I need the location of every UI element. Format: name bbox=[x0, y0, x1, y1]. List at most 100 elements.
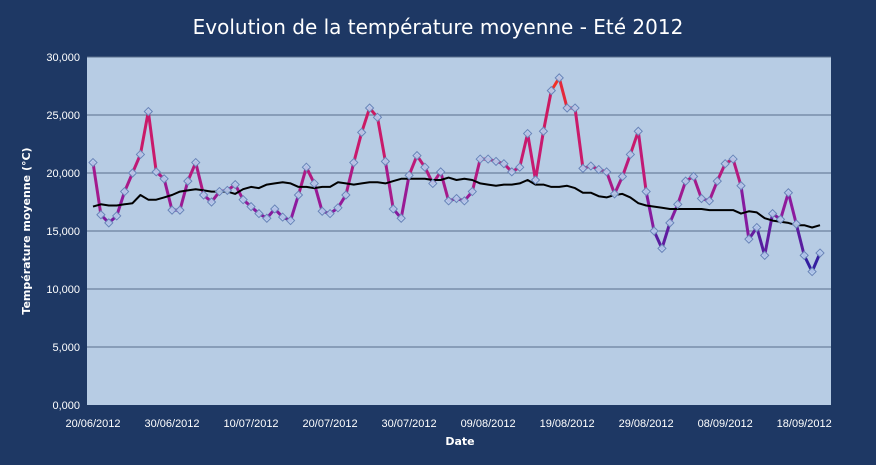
data-point bbox=[807, 266, 817, 277]
data-point bbox=[515, 162, 525, 172]
data-point bbox=[657, 243, 667, 254]
data-point bbox=[159, 174, 169, 184]
x-tick-label: 18/09/2012 bbox=[777, 418, 832, 430]
data-point bbox=[570, 103, 580, 113]
temperature-markers bbox=[88, 73, 825, 277]
temperature-line-segment bbox=[115, 190, 127, 218]
data-point bbox=[222, 185, 233, 196]
data-point bbox=[586, 161, 596, 171]
y-axis-label: Température moyenne (°C) bbox=[20, 147, 33, 314]
y-tick-label: 0,000 bbox=[52, 400, 80, 412]
temperature-line-segment bbox=[794, 222, 806, 257]
x-axis-ticks: 20/06/2012 30/06/2012 10/07/2012 20/07/2012… bbox=[65, 418, 831, 430]
y-tick-label: 30,000 bbox=[46, 52, 80, 64]
data-point bbox=[230, 179, 240, 190]
data-point bbox=[293, 190, 304, 200]
data-point bbox=[262, 213, 272, 223]
data-point bbox=[198, 190, 209, 200]
temperature-line-segment bbox=[383, 159, 395, 211]
data-point bbox=[151, 167, 161, 177]
data-point bbox=[554, 73, 564, 83]
temperature-line-segment bbox=[692, 174, 703, 201]
data-point bbox=[270, 204, 280, 214]
data-point bbox=[214, 186, 225, 197]
series-trend bbox=[92, 176, 821, 229]
temperature-line-segment bbox=[146, 110, 158, 174]
data-point bbox=[483, 154, 493, 164]
gridlines bbox=[87, 56, 831, 348]
data-point bbox=[562, 103, 572, 113]
data-point bbox=[641, 186, 651, 197]
data-point bbox=[783, 188, 794, 198]
data-point bbox=[538, 126, 549, 136]
data-point bbox=[491, 156, 501, 167]
data-point bbox=[475, 154, 485, 164]
temperature-line-segment bbox=[375, 115, 387, 163]
data-point bbox=[720, 159, 730, 169]
data-point bbox=[775, 214, 786, 225]
data-point bbox=[704, 196, 715, 206]
data-point bbox=[277, 212, 288, 222]
data-point bbox=[617, 171, 628, 182]
data-point bbox=[396, 213, 406, 223]
data-point bbox=[665, 218, 675, 228]
data-point bbox=[404, 170, 414, 181]
temperature-line-segment bbox=[534, 129, 545, 182]
y-axis-ticks: 0,000 5,000 10,000 15,000 20,000 25,000 30,000 bbox=[46, 52, 80, 412]
data-point bbox=[435, 167, 446, 177]
temperature-line-segment bbox=[660, 221, 672, 250]
x-axis-label: Date bbox=[445, 435, 474, 448]
data-point bbox=[333, 203, 343, 213]
temperature-line-segment bbox=[360, 106, 372, 134]
data-point bbox=[183, 176, 193, 186]
data-point bbox=[507, 167, 517, 177]
data-point bbox=[759, 250, 770, 261]
data-point bbox=[119, 186, 130, 197]
data-point bbox=[546, 85, 557, 96]
data-point bbox=[752, 222, 762, 233]
data-point bbox=[111, 211, 122, 221]
data-point bbox=[712, 176, 722, 186]
temperature-line-segment bbox=[439, 170, 451, 203]
temperature-line-segment bbox=[518, 132, 530, 169]
data-point bbox=[609, 189, 620, 199]
temperature-line-segment bbox=[778, 191, 790, 221]
data-point bbox=[104, 218, 114, 228]
temperature-line-segment bbox=[352, 130, 364, 165]
x-tick-label: 30/07/2012 bbox=[382, 418, 437, 430]
temperature-line-segment bbox=[786, 191, 798, 226]
data-point bbox=[364, 103, 375, 113]
data-point bbox=[356, 127, 367, 138]
data-point bbox=[799, 250, 809, 261]
data-point bbox=[767, 208, 778, 219]
temperature-line-segment bbox=[162, 177, 174, 212]
temperature-line-segment bbox=[541, 89, 553, 133]
temperature-line-segment bbox=[289, 193, 300, 223]
x-tick-label: 20/07/2012 bbox=[303, 418, 358, 430]
temperature-line-segment bbox=[399, 173, 411, 220]
data-point bbox=[530, 175, 541, 185]
data-point bbox=[325, 208, 335, 219]
data-point bbox=[673, 199, 683, 210]
data-point bbox=[459, 196, 470, 206]
data-point bbox=[594, 164, 604, 175]
chart-title: Evolution de la température moyenne - Et… bbox=[193, 15, 684, 39]
y-tick-label: 15,000 bbox=[46, 226, 80, 238]
y-tick-label: 5,000 bbox=[52, 342, 80, 354]
data-point bbox=[175, 205, 185, 215]
temperature-line-segment bbox=[557, 76, 569, 110]
data-point bbox=[499, 159, 509, 169]
data-point bbox=[815, 248, 825, 258]
data-point bbox=[578, 163, 588, 174]
data-point bbox=[301, 162, 312, 172]
temperature-line-segment bbox=[178, 179, 190, 212]
temperature-line-segment bbox=[636, 129, 648, 194]
temperature-line-segment bbox=[605, 170, 617, 196]
x-tick-label: 30/06/2012 bbox=[144, 418, 199, 430]
temperature-line-segment bbox=[526, 132, 538, 182]
temperature-line-segment bbox=[644, 190, 656, 233]
temperature-line-segment bbox=[755, 226, 767, 257]
temperature-line-segment bbox=[344, 161, 356, 197]
data-point bbox=[372, 112, 383, 123]
